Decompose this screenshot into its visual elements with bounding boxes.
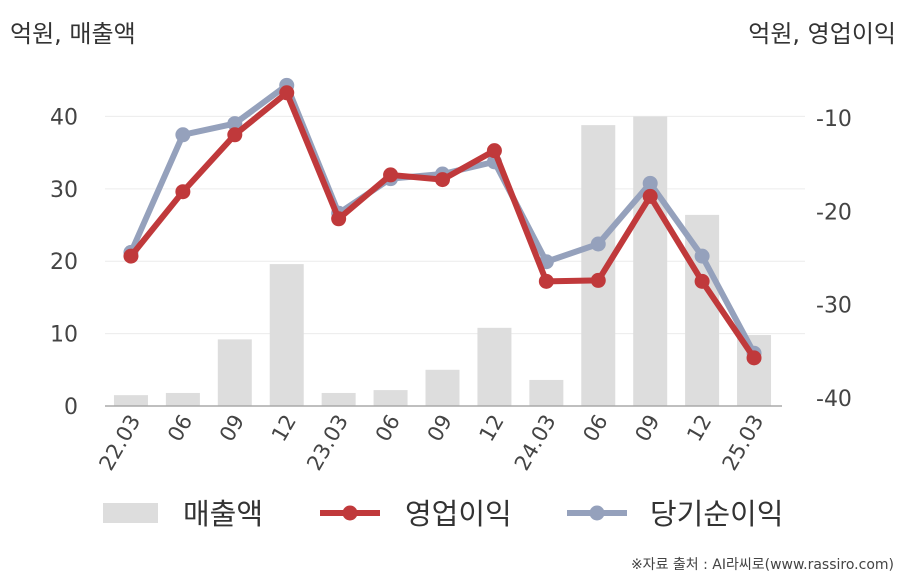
x-tick-label: 09 (630, 411, 664, 446)
x-axis: 22.03 06 09 12 23.03 06 09 12 24.03 06 09 12 25.03 (94, 405, 782, 475)
x-tick-label: 24.03 (510, 411, 561, 475)
data-point (123, 248, 139, 264)
legend-label-revenue: 매출액 (183, 497, 263, 531)
data-point (279, 85, 295, 101)
left-tick-label: 0 (64, 395, 78, 420)
data-point (694, 273, 710, 289)
bar (321, 392, 356, 406)
right-tick-label: -30 (816, 294, 852, 319)
right-axis-unit: 억원, 영업이익 (748, 20, 896, 48)
data-point (642, 175, 658, 191)
x-tick-label: 12 (682, 411, 716, 446)
right-tick-label: -40 (816, 387, 852, 412)
legend-label-net: 당기순이익 (650, 497, 783, 531)
data-point (227, 116, 243, 132)
data-point (590, 236, 606, 252)
right-axis-ticks: -10 -20 -30 -40 (816, 107, 852, 412)
bar (373, 390, 408, 406)
x-tick-label: 23.03 (302, 411, 353, 475)
x-tick-label: 09 (423, 411, 457, 446)
data-point (175, 184, 191, 200)
left-axis-unit: 억원, 매출액 (10, 20, 136, 48)
x-tick-label: 06 (163, 411, 197, 446)
data-point (642, 188, 658, 204)
right-tick-label: -20 (816, 200, 852, 225)
x-tick-label: 22.03 (94, 411, 145, 475)
x-tick-label: 06 (578, 411, 612, 446)
legend-label-operating: 영업이익 (405, 497, 512, 531)
left-tick-label: 10 (50, 323, 78, 348)
data-point (227, 127, 243, 143)
data-point (590, 272, 606, 288)
bar (737, 335, 772, 406)
right-tick-label: -10 (816, 107, 852, 132)
legend-marker-net (589, 505, 605, 521)
data-point (383, 167, 399, 183)
data-point (746, 350, 762, 366)
bar (425, 369, 460, 406)
data-point (175, 127, 191, 143)
x-tick-label: 12 (475, 411, 509, 446)
x-tick-label: 09 (215, 411, 249, 446)
source-note: ※자료 출처 : AI라씨로(www.rassiro.com) (630, 557, 894, 573)
left-axis-ticks: 0 10 20 30 40 (50, 105, 78, 420)
bar-series-revenue (113, 116, 772, 407)
legend: 매출액 영업이익 당기순이익 (103, 497, 783, 531)
legend-swatch-revenue (103, 503, 158, 523)
bar (269, 264, 304, 406)
bar (113, 395, 148, 406)
left-tick-label: 30 (50, 178, 78, 203)
bar (633, 116, 668, 406)
bar (217, 339, 252, 406)
x-tick-label: 06 (371, 411, 405, 446)
data-point (486, 143, 502, 159)
left-tick-label: 20 (50, 250, 78, 275)
data-point (435, 172, 450, 188)
legend-marker-operating (342, 505, 358, 521)
bar (529, 379, 564, 406)
bar (477, 327, 512, 406)
data-point (538, 273, 554, 289)
left-tick-label: 40 (50, 105, 78, 130)
line-series (123, 77, 762, 366)
data-point (331, 211, 347, 227)
bar (685, 214, 720, 406)
data-point (694, 248, 710, 264)
x-tick-label: 25.03 (718, 411, 769, 475)
x-tick-label: 12 (267, 411, 301, 446)
bar (165, 392, 200, 406)
